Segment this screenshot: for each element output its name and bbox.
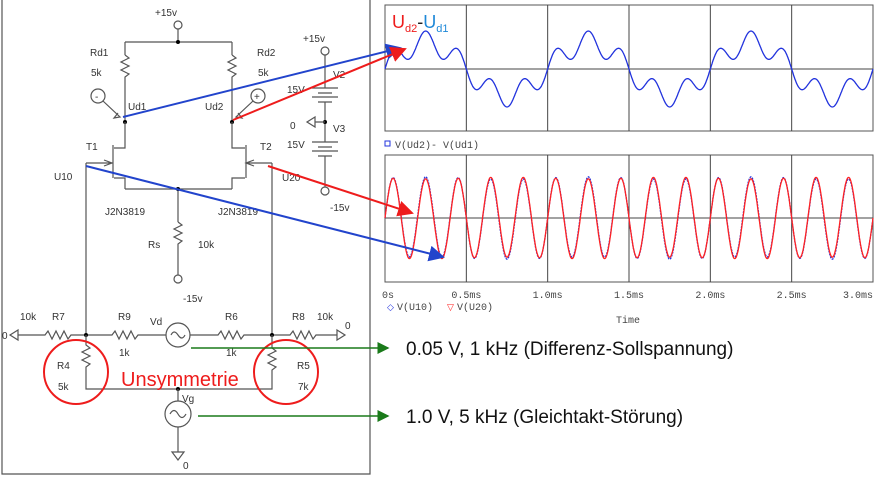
svg-text:1k: 1k <box>226 348 238 359</box>
svg-text:5k: 5k <box>58 382 70 393</box>
svg-text:R7: R7 <box>52 312 65 323</box>
x-tick-label: 1.0ms <box>533 291 563 302</box>
legend-diff: V(Ud2)- V(Ud1) <box>395 140 479 152</box>
svg-text:5k: 5k <box>258 68 270 79</box>
svg-text:Rd2: Rd2 <box>257 48 276 59</box>
svg-text:J2N3819: J2N3819 <box>105 207 145 218</box>
asymmetry-label: Unsymmetrie <box>121 369 239 391</box>
t1-jfet <box>86 122 126 189</box>
svg-text:0: 0 <box>2 331 8 342</box>
x-tick-label: 3.0ms <box>843 291 873 302</box>
rd2-resistor <box>226 54 238 122</box>
svg-text:-: - <box>95 92 98 103</box>
svg-text:R6: R6 <box>225 312 238 323</box>
svg-text:5k: 5k <box>91 68 103 79</box>
svg-text:Ud2: Ud2 <box>205 102 224 113</box>
legend-u20: V(U20) <box>457 302 493 314</box>
rd1-resistor <box>119 54 131 122</box>
arrow-ud2 <box>232 46 407 121</box>
svg-text:U20: U20 <box>282 173 301 184</box>
supply-top-label: +15v <box>155 8 177 19</box>
schematic: +15v Rd1 5k Rd2 5k Ud1 Ud2 - + T1 T2 U10 U… <box>2 8 351 472</box>
svg-text:V3: V3 <box>333 124 346 135</box>
svg-text:T1: T1 <box>86 142 98 153</box>
svg-text:-15v: -15v <box>330 203 349 214</box>
svg-text:Rd1: Rd1 <box>90 48 109 59</box>
svg-text:Ud2-Ud1: Ud2-Ud1 <box>392 12 449 35</box>
arrow-u10 <box>85 165 445 262</box>
supply-terminal <box>173 20 183 30</box>
x-tick-label: 2.5ms <box>777 291 807 302</box>
probe-plus-icon <box>250 88 266 104</box>
svg-text:Vg: Vg <box>182 394 194 405</box>
ground-bottom-icon <box>170 451 186 461</box>
svg-text:R5: R5 <box>297 361 310 372</box>
x-tick-label: 0.5ms <box>451 291 481 302</box>
svg-text:J2N3819: J2N3819 <box>218 207 258 218</box>
x-tick-label: 2.0ms <box>695 291 725 302</box>
x-tick-label: 1.5ms <box>614 291 644 302</box>
svg-text:0: 0 <box>183 461 189 472</box>
svg-text:R4: R4 <box>57 361 70 372</box>
trace-ud2-minus-ud1 <box>384 30 874 108</box>
arrow-u20 <box>267 165 414 217</box>
svg-text:7k: 7k <box>298 382 310 393</box>
svg-text:-15v: -15v <box>183 294 202 305</box>
svg-text:15V: 15V <box>287 140 305 151</box>
r7-r9-resistors <box>18 329 166 341</box>
svg-text:10k: 10k <box>20 312 37 323</box>
svg-text:10k: 10k <box>317 312 334 323</box>
arrow-ud1 <box>122 43 402 118</box>
r4-highlight-circle <box>43 339 109 405</box>
svg-text:T2: T2 <box>260 142 272 153</box>
svg-text:U10: U10 <box>54 172 73 183</box>
vg-annotation: 1.0 V, 5 kHz (Gleichtakt-Störung) <box>406 407 683 428</box>
plot-area: Ud2-Ud1 V(Ud2)- V(Ud1) 0s 0.5ms 1.0ms 1.5ms… <box>382 4 874 327</box>
trace-u20 <box>384 176 874 260</box>
svg-text:15V: 15V <box>287 85 305 96</box>
svg-text:+: + <box>254 92 260 103</box>
svg-text:10k: 10k <box>198 240 215 251</box>
ground-left-icon <box>8 328 19 342</box>
svg-text:Ud1: Ud1 <box>128 102 147 113</box>
legend-u10: V(U10) <box>397 302 433 314</box>
svg-text:0: 0 <box>290 121 296 132</box>
t2-jfet <box>231 122 272 189</box>
x-tick-label: 0s <box>382 291 394 302</box>
svg-text:1k: 1k <box>119 348 131 359</box>
svg-text:0: 0 <box>345 321 351 332</box>
svg-text:+15v: +15v <box>303 34 325 45</box>
r5-highlight-circle <box>253 339 319 405</box>
svg-text:Vd: Vd <box>150 317 162 328</box>
v2-battery <box>312 55 338 187</box>
ground-right-icon <box>336 328 347 342</box>
svg-text:R9: R9 <box>118 312 131 323</box>
rs-resistor <box>172 221 184 275</box>
svg-text:R8: R8 <box>292 312 305 323</box>
vg-source <box>164 400 192 428</box>
r6-r8-resistors <box>190 329 337 341</box>
svg-text:Rs: Rs <box>148 240 160 251</box>
x-axis-label: Time <box>616 315 640 327</box>
probe-minus-icon <box>90 88 106 104</box>
vd-annotation: 0.05 V, 1 kHz (Differenz-Sollspannung) <box>406 339 733 360</box>
legend-marker-diff <box>384 140 391 147</box>
schematic-frame <box>1 0 371 475</box>
legend-marker-u10: ◇ <box>387 302 394 312</box>
legend-marker-u20: ▽ <box>447 302 454 312</box>
